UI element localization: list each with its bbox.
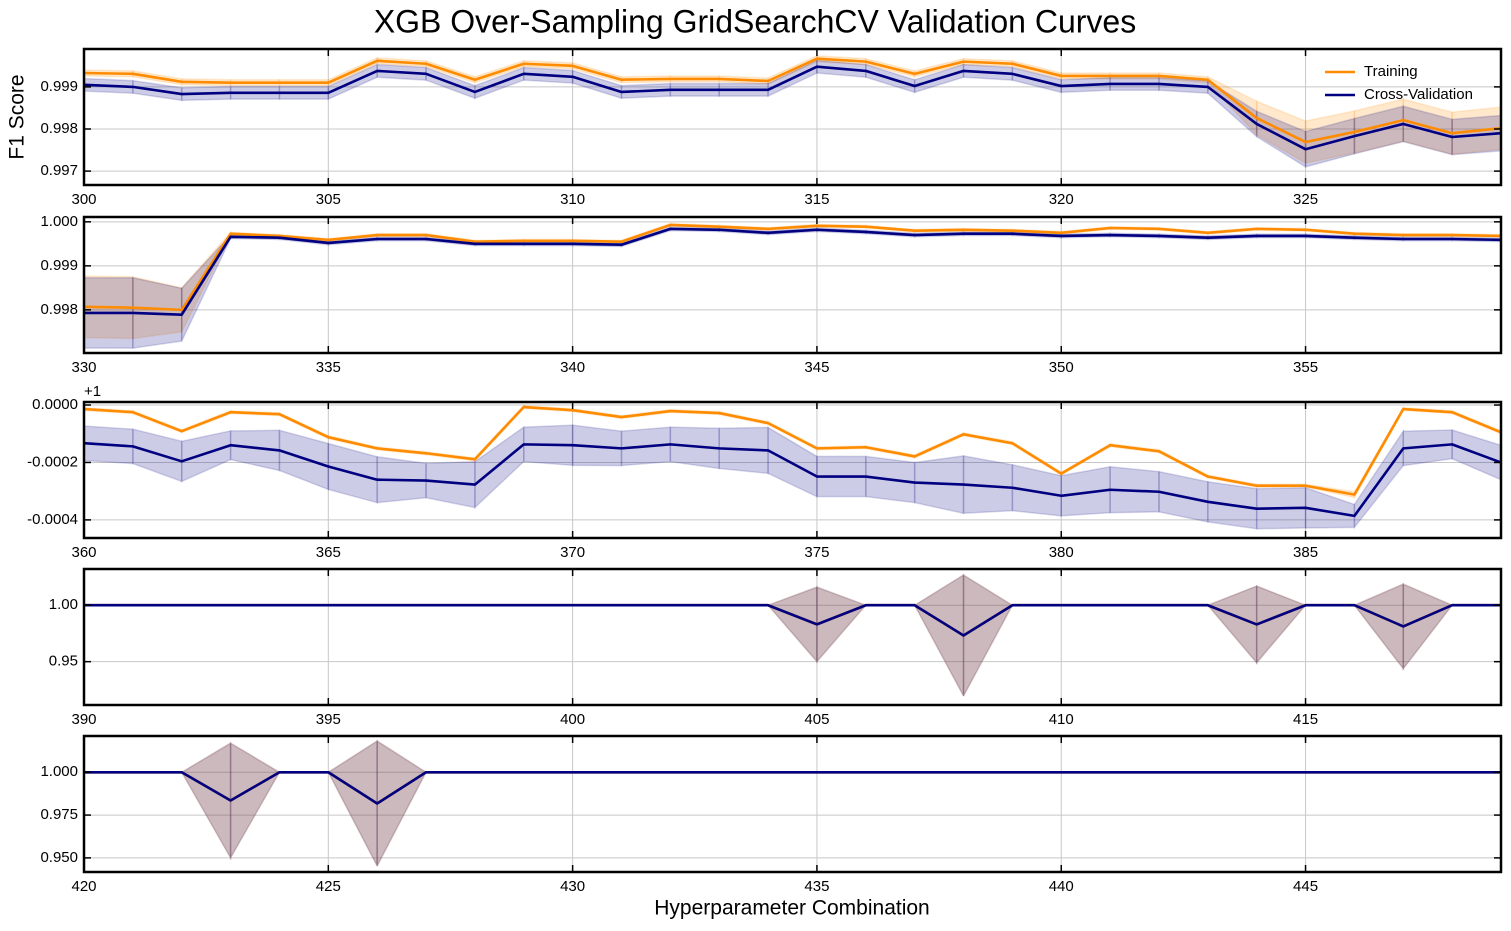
offset-label: +1 bbox=[84, 383, 101, 400]
x-tick-label: 390 bbox=[71, 711, 96, 728]
std-band bbox=[180, 741, 232, 861]
x-tick-label: 300 bbox=[71, 191, 96, 208]
std-band bbox=[1402, 429, 1453, 467]
y-tick-label: 1.000 bbox=[40, 763, 78, 780]
y-tick-label: 0.975 bbox=[40, 806, 78, 823]
x-tick-label: 385 bbox=[1293, 544, 1318, 561]
y-tick-label: 0.950 bbox=[40, 849, 78, 866]
plot-area bbox=[84, 217, 1501, 353]
std-band bbox=[180, 233, 232, 342]
axes-frame bbox=[82, 734, 1503, 874]
x-tick-label: 370 bbox=[560, 544, 585, 561]
x-tick-label: 375 bbox=[804, 544, 829, 561]
std-band bbox=[1255, 584, 1307, 665]
plot-area bbox=[84, 49, 1501, 185]
series-line bbox=[84, 57, 1501, 144]
x-tick-label: 360 bbox=[71, 544, 96, 561]
axes-frame bbox=[82, 47, 1503, 187]
plot-area bbox=[84, 402, 1501, 538]
std-band bbox=[962, 454, 1014, 515]
x-tick-label: 440 bbox=[1049, 878, 1074, 895]
x-axis-label: Hyperparameter Combination bbox=[654, 897, 929, 920]
plot-area bbox=[84, 569, 1501, 705]
std-band bbox=[766, 586, 818, 664]
y-tick-label: 0.997 bbox=[40, 162, 78, 179]
x-tick-label: 425 bbox=[316, 878, 341, 895]
axes-frame bbox=[82, 215, 1503, 355]
x-tick-label: 335 bbox=[316, 359, 341, 376]
x-tick-label: 435 bbox=[804, 878, 829, 895]
plot-area bbox=[84, 736, 1501, 872]
std-band bbox=[1206, 584, 1258, 665]
x-tick-label: 415 bbox=[1293, 711, 1318, 728]
series-line bbox=[84, 770, 1501, 805]
std-band bbox=[229, 741, 281, 861]
x-tick-label: 420 bbox=[71, 878, 96, 895]
std-band bbox=[327, 739, 378, 867]
std-band bbox=[278, 429, 330, 491]
std-band bbox=[474, 425, 525, 510]
std-band bbox=[1353, 582, 1405, 671]
std-band bbox=[1451, 428, 1501, 481]
x-tick-label: 305 bbox=[316, 191, 341, 208]
x-tick-label: 405 bbox=[804, 711, 829, 728]
y-tick-label: -0.0004 bbox=[27, 511, 78, 528]
std-band bbox=[1304, 486, 1356, 529]
x-tick-label: 320 bbox=[1049, 191, 1074, 208]
std-band bbox=[1402, 582, 1454, 671]
std-band bbox=[1353, 428, 1405, 530]
x-tick-label: 330 bbox=[71, 359, 96, 376]
y-tick-label: 0.999 bbox=[40, 78, 78, 95]
x-tick-label: 395 bbox=[316, 711, 341, 728]
y-tick-label: 0.998 bbox=[40, 301, 78, 318]
x-tick-label: 325 bbox=[1293, 191, 1318, 208]
x-tick-label: 345 bbox=[804, 359, 829, 376]
series-line bbox=[84, 441, 1501, 518]
series-line bbox=[84, 227, 1501, 317]
axes-frame bbox=[82, 400, 1503, 540]
y-tick-label: 1.00 bbox=[49, 596, 78, 613]
x-tick-label: 315 bbox=[804, 191, 829, 208]
x-tick-label: 340 bbox=[560, 359, 585, 376]
y-tick-label: 1.000 bbox=[40, 213, 78, 230]
series-line bbox=[84, 405, 1501, 496]
x-tick-label: 445 bbox=[1293, 878, 1318, 895]
std-band bbox=[1011, 463, 1062, 517]
x-tick-label: 380 bbox=[1049, 544, 1074, 561]
std-band bbox=[962, 573, 1014, 697]
x-tick-label: 365 bbox=[316, 544, 341, 561]
std-band bbox=[376, 739, 428, 867]
legend-label: Training bbox=[1364, 63, 1418, 80]
y-axis-label: F1 Score bbox=[6, 74, 29, 159]
x-tick-label: 355 bbox=[1293, 359, 1318, 376]
y-tick-label: 0.0000 bbox=[32, 396, 78, 413]
series-line bbox=[84, 603, 1501, 637]
std-band bbox=[1060, 465, 1111, 517]
y-tick-label: 0.95 bbox=[49, 653, 78, 670]
x-tick-label: 310 bbox=[560, 191, 585, 208]
std-band bbox=[180, 429, 232, 483]
x-tick-label: 410 bbox=[1049, 711, 1074, 728]
x-tick-label: 430 bbox=[560, 878, 585, 895]
std-band bbox=[816, 586, 868, 664]
x-tick-label: 350 bbox=[1049, 359, 1074, 376]
y-tick-label: -0.0002 bbox=[27, 453, 78, 470]
std-band bbox=[132, 428, 183, 483]
std-band bbox=[669, 426, 720, 470]
std-band bbox=[425, 460, 476, 509]
x-tick-label: 400 bbox=[560, 711, 585, 728]
std-band bbox=[913, 573, 965, 697]
std-band bbox=[571, 424, 623, 467]
std-band bbox=[229, 429, 281, 472]
axes-frame bbox=[82, 567, 1503, 707]
legend-label: Cross-Validation bbox=[1364, 86, 1473, 103]
chart-title: XGB Over-Sampling GridSearchCV Validatio… bbox=[374, 3, 1136, 39]
y-tick-label: 0.998 bbox=[40, 120, 78, 137]
series-line bbox=[84, 65, 1501, 151]
series-line bbox=[84, 223, 1501, 312]
y-tick-label: 0.999 bbox=[40, 257, 78, 274]
series-line bbox=[84, 770, 1501, 805]
